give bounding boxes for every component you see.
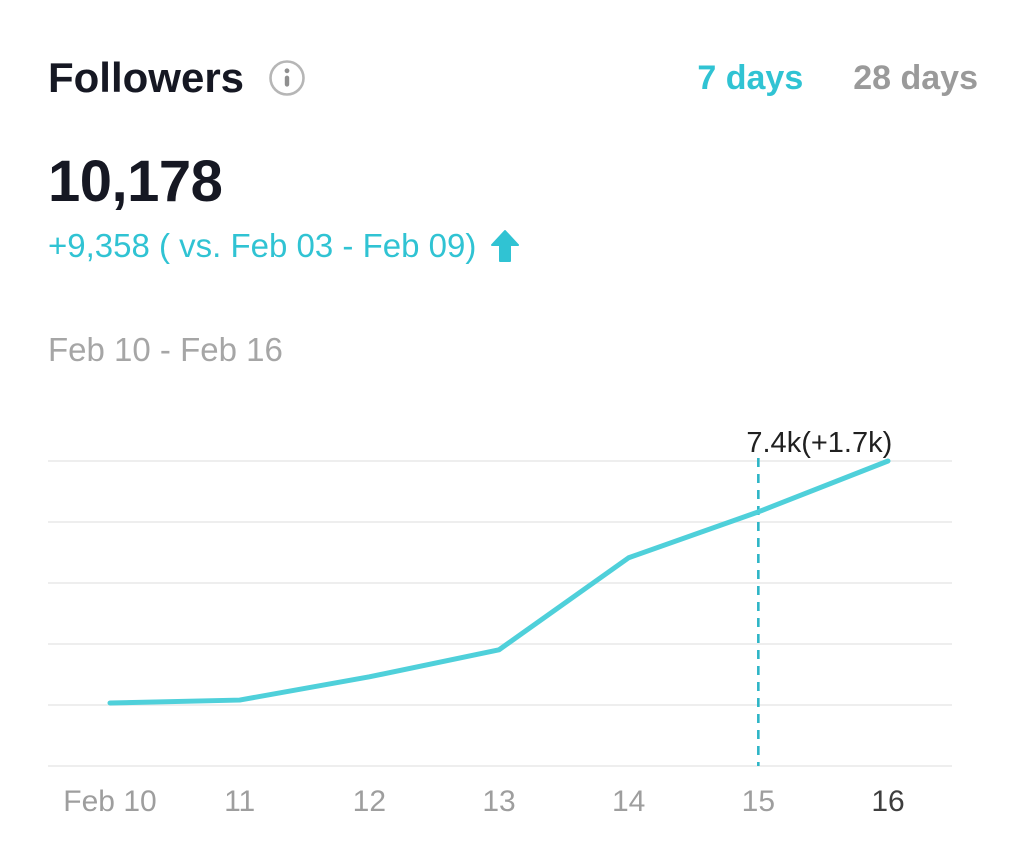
info-icon[interactable]: [268, 59, 306, 97]
annotation-label: 7.4k(+1.7k): [746, 427, 892, 459]
tab-7-days[interactable]: 7 days: [697, 56, 803, 100]
x-tick-label: 11: [224, 785, 255, 818]
header-row: Followers 7 days 28 days: [48, 52, 978, 104]
tab-28-days[interactable]: 28 days: [853, 56, 978, 100]
x-tick-label: 15: [742, 785, 775, 818]
x-tick-label: 12: [353, 785, 386, 818]
followers-line-series: [107, 458, 891, 706]
x-tick-label: Feb 10: [63, 785, 156, 818]
followers-total: 10,178: [48, 149, 223, 214]
up-arrow-icon: [490, 229, 520, 263]
range-tabs: 7 days 28 days: [697, 56, 978, 100]
followers-change-row: +9,358 ( vs. Feb 03 - Feb 09): [48, 226, 520, 266]
page-title: Followers: [48, 54, 245, 101]
x-tick-label: 16: [871, 785, 904, 818]
followers-change-text: +9,358 ( vs. Feb 03 - Feb 09): [48, 227, 477, 264]
x-tick-label: 13: [482, 785, 515, 818]
followers-trend-chart[interactable]: 7.4k(+1.7k) Feb 10 11 12 13 14 15 16: [0, 425, 1024, 851]
period-label: Feb 10 - Feb 16: [48, 331, 283, 368]
x-tick-label: 14: [612, 785, 645, 818]
